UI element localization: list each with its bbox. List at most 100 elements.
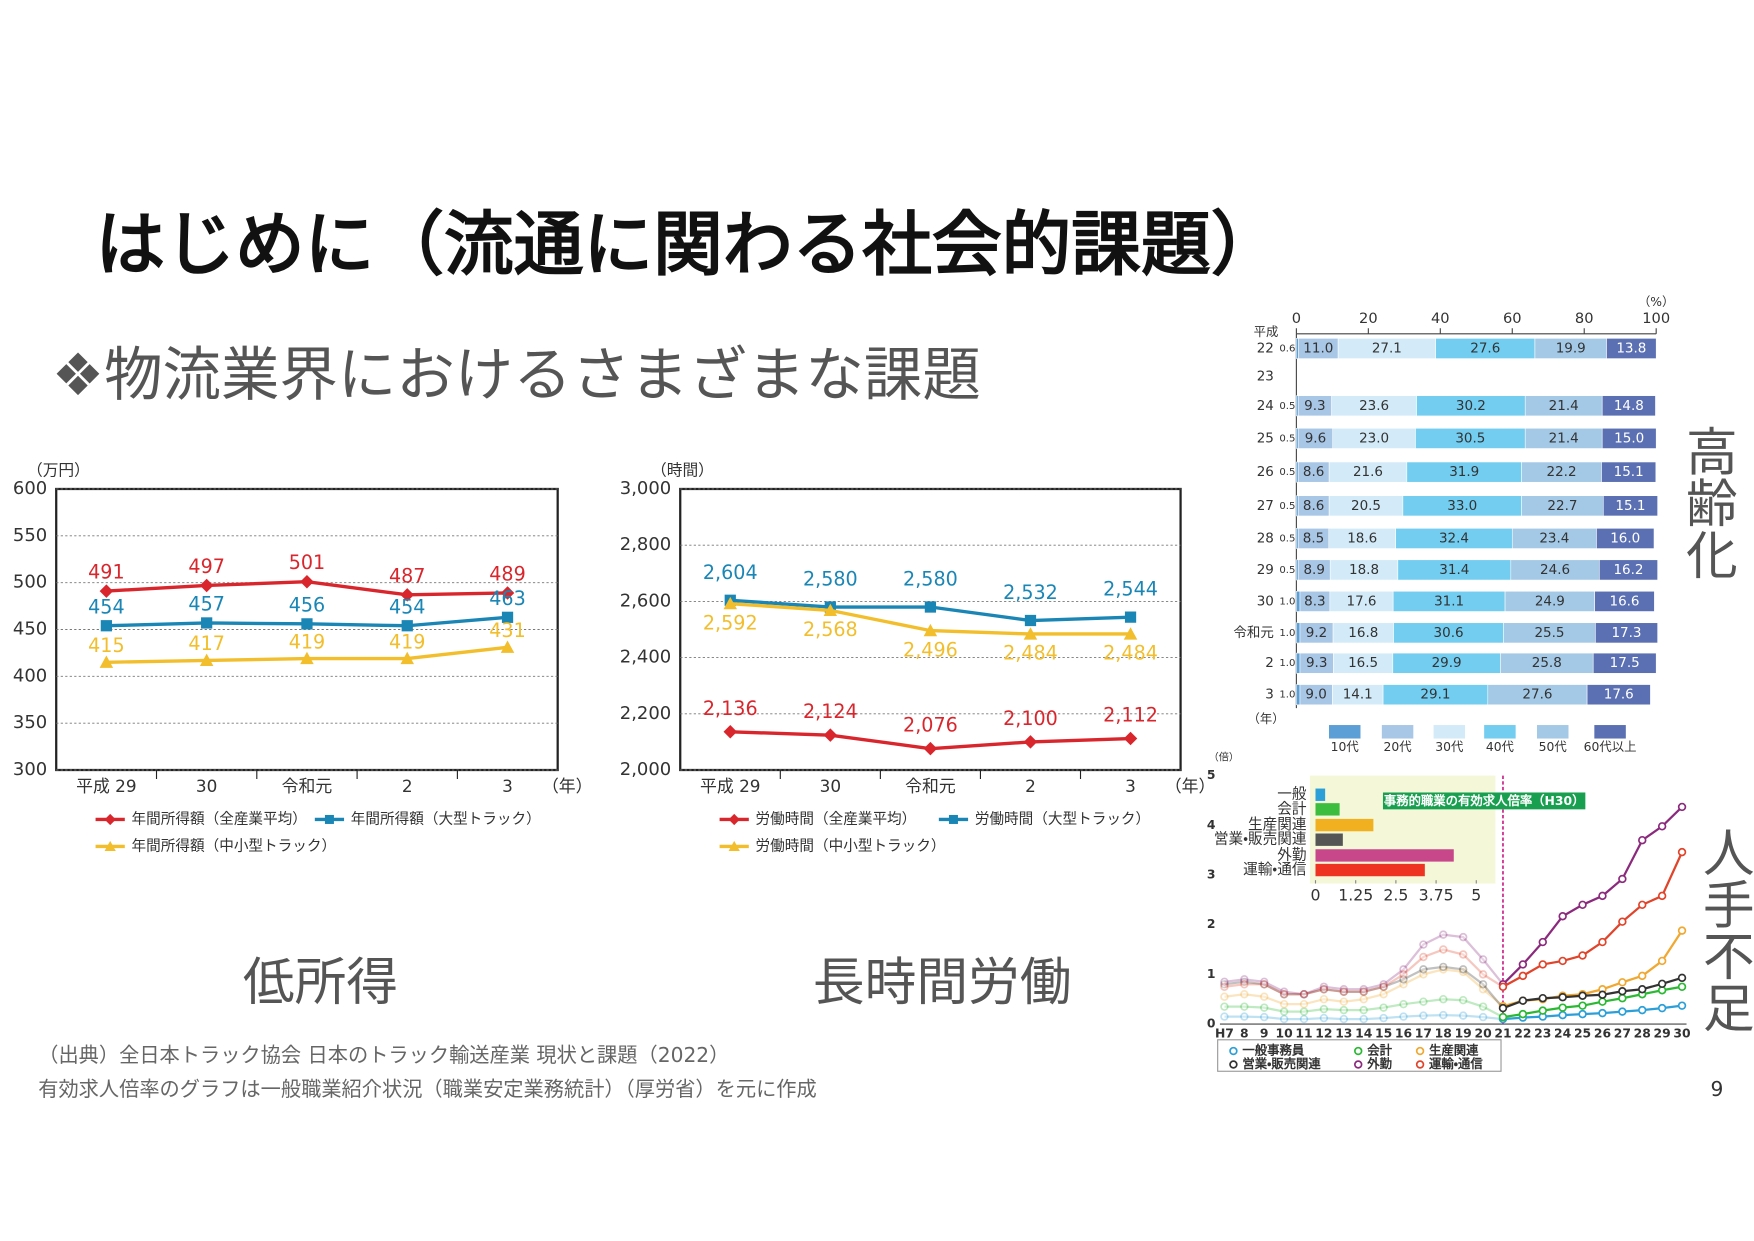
point	[1379, 982, 1388, 992]
point	[1220, 992, 1229, 1001]
point	[1618, 993, 1627, 1003]
point	[1279, 1014, 1289, 1024]
data-label: 2,532	[1003, 581, 1058, 604]
legend-label: 営業・販売関連	[1242, 1056, 1321, 1071]
data-label: 18.8	[1349, 562, 1379, 578]
point	[1319, 994, 1329, 1004]
y-tick-label: 営業・販売関連	[1214, 831, 1307, 848]
legend-swatch	[1433, 725, 1466, 739]
point	[1458, 932, 1468, 942]
legend-swatch	[1328, 725, 1361, 739]
source-note: （出典）全日本トラック協会 日本のトラック輸送産業 現状と課題（2022）	[38, 1043, 729, 1067]
point	[923, 623, 938, 637]
y-tick-label: 600	[13, 478, 47, 499]
data-label: 29.9	[1432, 655, 1462, 671]
point	[1399, 975, 1408, 984]
point	[1618, 987, 1627, 996]
data-label: 17.6	[1604, 687, 1634, 703]
data-label: 31.9	[1449, 464, 1479, 480]
data-label: 14.1	[1343, 687, 1373, 703]
chart-caption: 低所得	[243, 953, 398, 1013]
point	[1124, 611, 1137, 623]
point	[1399, 965, 1408, 974]
x-axis-unit: （年）	[542, 776, 593, 796]
point	[1240, 980, 1249, 989]
y-axis-label: （倍）	[1209, 752, 1239, 764]
point	[1518, 971, 1528, 981]
x-tick-label: 12	[1315, 1027, 1332, 1041]
point	[1677, 847, 1687, 857]
chart-caption: 高齢化	[1676, 425, 1736, 580]
data-label: 419	[389, 630, 425, 653]
point	[1279, 999, 1289, 1009]
data-label: 0.5	[1279, 533, 1295, 544]
point	[1518, 1009, 1528, 1019]
point	[1677, 1001, 1687, 1010]
data-label: 8.6	[1303, 498, 1324, 514]
data-label: 30.2	[1456, 398, 1486, 414]
point	[1240, 1002, 1249, 1011]
x-tick-label: 26	[1594, 1027, 1611, 1041]
x-tick-label: 2	[402, 776, 413, 796]
x-tick-label: 平成 29	[700, 776, 761, 796]
point	[1657, 956, 1667, 966]
data-label: 2,604	[703, 561, 758, 584]
y-tick-label: 500	[13, 572, 47, 593]
data-label: 497	[188, 555, 224, 578]
point	[1598, 937, 1607, 947]
bar-segment	[1603, 495, 1658, 517]
data-label: 2,568	[803, 618, 858, 641]
point	[1260, 980, 1269, 989]
x-tick-label: 28	[1634, 1027, 1651, 1041]
data-label: 24.9	[1535, 593, 1565, 609]
data-label: 32.4	[1439, 530, 1469, 546]
y-tick-label: 会計	[1277, 800, 1307, 817]
y-tick-label: 2,600	[620, 590, 671, 611]
point	[1229, 1060, 1238, 1069]
data-label: 501	[289, 551, 325, 574]
point	[1260, 1003, 1269, 1012]
source-note: 有効求人倍率のグラフは一般職業紹介状況（職業安定業務統計）（厚労省）を元に作成	[38, 1077, 817, 1101]
point	[1638, 985, 1647, 994]
x-tick-label: 0	[1292, 310, 1301, 327]
y-tick-label: 400	[13, 665, 47, 686]
x-tick-label: 16	[1395, 1027, 1412, 1041]
data-label: 1.0	[1279, 628, 1295, 639]
x-tick-label: 10	[1276, 1027, 1294, 1041]
x-tick-label: 9	[1260, 1027, 1269, 1041]
point	[1415, 1060, 1425, 1069]
point	[1415, 1046, 1425, 1056]
y-tick-label: 26	[1257, 464, 1274, 480]
y-tick-label: 運輸・通信	[1243, 861, 1307, 878]
y-tick-label: 350	[13, 712, 47, 733]
point	[1279, 987, 1289, 996]
data-label: 27.6	[1522, 687, 1552, 703]
x-tick-label: 60	[1503, 310, 1522, 327]
point	[1359, 987, 1368, 996]
data-label: 9.3	[1304, 398, 1325, 414]
point	[1240, 990, 1249, 999]
point	[1458, 1011, 1468, 1020]
point	[1260, 977, 1269, 987]
data-label: 0.5	[1279, 501, 1295, 512]
point	[1339, 985, 1349, 994]
point	[1354, 1046, 1363, 1056]
x-tick-label: 23	[1534, 1027, 1551, 1041]
point	[301, 618, 313, 630]
point	[723, 725, 738, 739]
point	[1458, 950, 1468, 959]
series-line	[1224, 968, 1504, 1008]
point	[1299, 990, 1309, 999]
point	[1439, 994, 1448, 1004]
point	[1319, 1004, 1329, 1014]
data-label: 15.0	[1614, 430, 1644, 446]
data-label: 22.2	[1547, 464, 1577, 480]
legend-label: 年間所得額（中小型トラック）	[132, 837, 337, 854]
x-tick-label: 令和元	[905, 776, 956, 796]
y-tick-label: 3	[1265, 687, 1274, 703]
y-tick-label: 25	[1257, 430, 1274, 446]
data-label: 489	[489, 562, 525, 585]
point	[1023, 735, 1038, 749]
